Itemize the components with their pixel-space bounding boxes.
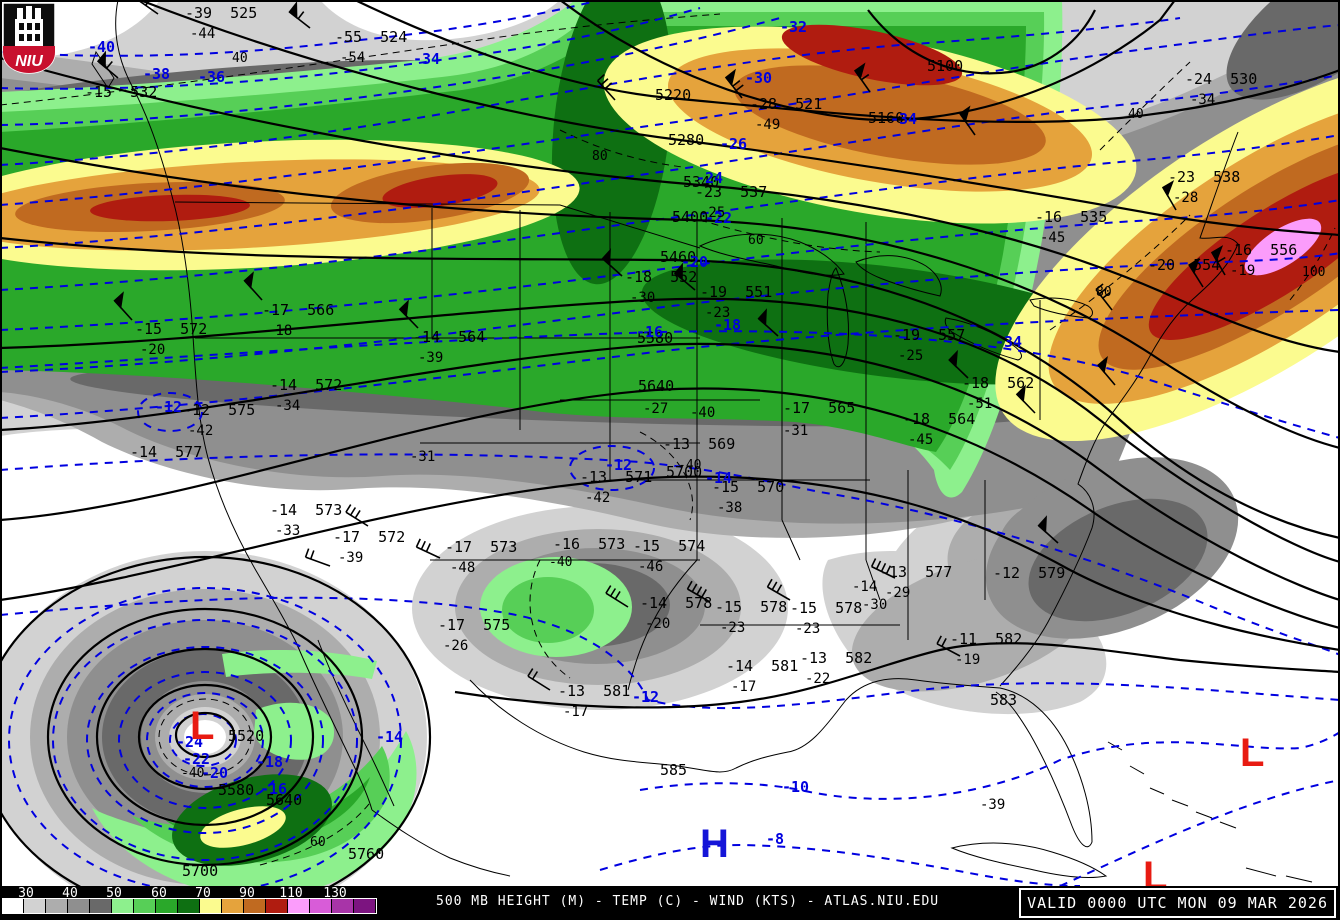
legend-swatch [46,899,68,913]
wind-barb [1161,180,1177,211]
legend-tick-label: 50 [106,886,122,901]
legend-tick-label: 70 [195,886,211,901]
wind-barb [948,349,969,379]
wind-barb [398,299,419,329]
wind-barb [597,74,616,101]
wind-barb [527,668,551,691]
legend-tick-label: 90 [239,886,255,901]
wind-barb [415,538,441,559]
legend-tick-label: 110 [279,886,303,901]
legend-tick-label: 40 [62,886,78,901]
legend-swatch [288,899,310,913]
wind-barb [958,105,976,136]
legend-swatch [222,899,244,913]
legend-swatch [200,899,222,913]
legend-swatch [332,899,354,913]
wind-barb [1095,283,1113,311]
niu-logo: NIU [2,2,56,78]
wind-barb [1015,384,1036,414]
legend-swatch [178,899,200,913]
isotach-fill-jet [0,24,1340,848]
legend-swatch [244,899,266,913]
wind-barb [1188,257,1204,288]
wind-barb [605,585,629,608]
niu-logo-text: NIU [15,53,43,70]
legend-tick-label: 60 [151,886,167,901]
wind-barb [870,558,896,579]
wind-barb [936,635,961,657]
legend-swatch [112,899,134,913]
map-base [0,0,1340,886]
wind-barb [1210,245,1226,276]
wind-barb [853,62,871,93]
wind-barb [113,291,133,321]
wind-barb [601,248,623,277]
geography-outlines [91,0,1313,883]
map-canvas: 5100 5160 5220 5280 5340 5400 5460 5580 5640 5700… [0,0,1340,886]
wind-barb [288,1,311,29]
legend-swatch [134,899,156,913]
isotherm-contours [0,0,1340,886]
legend-swatch [24,899,46,913]
wind-barbs [96,0,1226,691]
legend-tick-label: 30 [18,886,34,901]
product-title: 500 MB HEIGHT (M) - TEMP (C) - WIND (KTS… [436,894,940,909]
wind-barb [686,580,711,603]
wind-barb [345,504,369,527]
wind-barb [766,578,791,601]
legend-swatch [68,899,90,913]
legend-swatch [156,899,178,913]
wind-barb [1097,355,1116,386]
legend-swatch [354,899,376,913]
wind-barb [243,271,263,301]
valid-time-badge: VALID 0000 UTC MON 09 MAR 2026 [1019,888,1336,918]
legend-tick-label: 130 [323,886,347,901]
wind-barb [673,262,696,291]
height-contours [0,0,1340,886]
wind-barb [96,50,119,79]
legend-swatch [90,899,112,913]
legend-swatch [310,899,332,913]
legend-swatch [2,899,24,913]
footer-bar: 30 40 50 60 70 90 110 130 500 MB HEIGHT (M) - T… [0,886,1340,920]
legend-swatch [266,899,288,913]
wind-barb [304,548,331,567]
windspeed-legend [1,898,377,914]
wind-barb [757,308,779,337]
wind-barb [724,68,744,99]
wind-barb [1037,515,1059,544]
niu-shield-icon: NIU [2,2,56,74]
